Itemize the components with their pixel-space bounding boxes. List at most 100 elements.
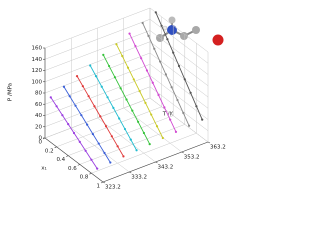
t-tick-label: 343.2	[158, 165, 174, 171]
data-point	[116, 145, 119, 148]
grid-line	[149, 7, 209, 53]
data-point	[89, 64, 92, 67]
data-point	[91, 132, 95, 136]
x-tick-label: 0.4	[56, 157, 65, 163]
t-tick	[207, 141, 211, 144]
x-tick-label: 0.2	[45, 148, 54, 154]
data-point	[102, 53, 105, 57]
y-tick-label: 140	[32, 57, 43, 63]
x-tick	[100, 181, 104, 184]
data-point	[147, 34, 150, 37]
data-point	[142, 131, 145, 135]
y-tick-label: 80	[35, 91, 42, 97]
data-point	[201, 118, 204, 121]
data-point	[172, 51, 175, 54]
grid-line	[149, 52, 209, 98]
t-tick-label: 363.2	[210, 145, 226, 151]
data-point	[154, 11, 157, 14]
data-point	[177, 64, 181, 68]
data-point	[174, 130, 178, 133]
data-point	[68, 95, 71, 98]
data-point	[75, 75, 79, 78]
x-tick	[42, 137, 46, 140]
data-point	[153, 47, 156, 50]
data-point	[138, 90, 141, 93]
x-axis-label: x₁	[41, 166, 46, 172]
data-point	[187, 124, 191, 127]
data-point	[97, 142, 100, 145]
data-point	[132, 78, 135, 81]
data-point	[160, 24, 163, 27]
y-tick-label: 0	[39, 136, 43, 142]
data-point	[176, 98, 179, 102]
y-tick-label: 160	[32, 46, 43, 52]
data-point	[67, 123, 70, 126]
chart: P /MPa x₁ T /K 02040608010012014016000.2…	[8, 7, 226, 190]
y-tick-label: 100	[32, 79, 43, 85]
x-tick	[89, 172, 92, 175]
grid-line	[149, 41, 209, 86]
data-point	[155, 125, 159, 128]
grid-line	[149, 30, 209, 75]
data-point	[86, 123, 89, 126]
data-point	[161, 136, 164, 140]
data-point	[62, 85, 66, 88]
data-point	[78, 140, 81, 143]
data-point	[183, 78, 186, 81]
data-point	[151, 81, 154, 84]
data-point	[135, 149, 138, 152]
grid-line	[149, 97, 209, 143]
data-point	[55, 105, 58, 108]
data-point	[145, 69, 149, 72]
x-tick	[66, 155, 69, 157]
data-point	[169, 118, 172, 121]
data-point	[195, 105, 198, 108]
data-point	[119, 87, 122, 90]
data-point	[61, 114, 64, 117]
grid-line	[123, 107, 182, 153]
data-point	[189, 91, 192, 94]
data-point	[148, 143, 151, 146]
data-point	[144, 101, 147, 104]
axis-line	[44, 137, 104, 183]
data-point	[121, 54, 124, 58]
data-point	[49, 96, 52, 99]
grid-line	[97, 117, 156, 163]
data-point	[106, 96, 109, 99]
t-tick-label: 333.2	[131, 175, 147, 181]
y-tick-label: 20	[35, 124, 42, 130]
data-point	[115, 43, 118, 46]
grid-line	[71, 127, 130, 173]
x-tick	[77, 164, 80, 166]
data-point	[100, 85, 103, 88]
data-point	[166, 38, 169, 41]
x-tick	[54, 146, 57, 149]
grid-line	[149, 75, 209, 120]
data-point	[140, 57, 143, 60]
data-point	[90, 158, 93, 161]
data-point	[141, 21, 144, 25]
data-point	[182, 111, 185, 114]
data-point	[104, 125, 108, 128]
t-tick-label: 323.2	[105, 185, 121, 190]
x-tick-label: 0.8	[80, 175, 89, 181]
data-point	[80, 114, 83, 117]
data-point	[72, 131, 76, 135]
data-point	[134, 44, 137, 48]
data-point	[84, 149, 87, 152]
axis-line	[102, 141, 209, 183]
grid-line	[149, 86, 209, 131]
x-tick-label: 0	[39, 140, 43, 146]
data-point	[103, 151, 106, 155]
x-tick-label: 0.6	[68, 166, 77, 172]
data-point	[128, 32, 131, 35]
data-point	[96, 167, 99, 170]
data-point	[137, 120, 140, 123]
data-point	[158, 60, 162, 63]
data-point	[164, 73, 167, 76]
x-tick-label: 1	[97, 184, 101, 190]
data-point	[126, 66, 130, 69]
data-point	[125, 98, 128, 101]
data-point	[99, 115, 102, 118]
data-point	[113, 76, 116, 79]
